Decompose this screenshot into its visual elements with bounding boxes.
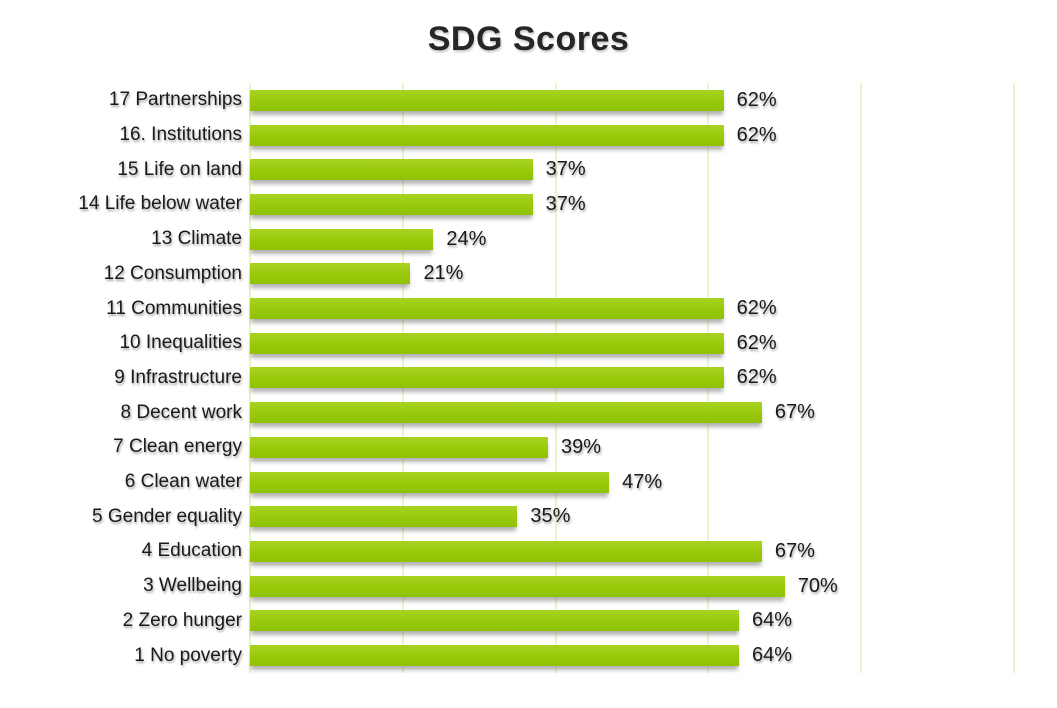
category-label: 5 Gender equality — [92, 505, 242, 527]
bar-area: 39% — [250, 430, 1014, 465]
value-label: 62% — [736, 366, 777, 389]
category-label: 9 Infrastructure — [114, 366, 242, 388]
bar — [250, 228, 434, 250]
bar-area: 37% — [250, 152, 1014, 187]
bar-row: 9 Infrastructure 62% — [0, 361, 1057, 396]
value-label: 37% — [545, 158, 586, 181]
category-label: 12 Consumption — [103, 262, 242, 284]
gridline — [1013, 83, 1015, 673]
bar-area: 35% — [250, 499, 1014, 534]
bar-area: 62% — [250, 83, 1014, 118]
bar-area: 62% — [250, 326, 1014, 361]
category-label: 4 Education — [141, 540, 242, 562]
bar-row: 16. Institutions 62% — [0, 118, 1057, 153]
value-label: 62% — [736, 331, 777, 354]
category-label: 7 Clean energy — [113, 436, 242, 458]
bar-area: 62% — [250, 118, 1014, 153]
bar — [250, 610, 739, 632]
plot-area: 17 Partnerships 62% 16. Institutions 62%… — [0, 83, 1057, 673]
bar-area: 37% — [250, 187, 1014, 222]
value-label: 62% — [736, 123, 777, 146]
category-label: 17 Partnerships — [108, 89, 242, 111]
value-label: 24% — [446, 227, 487, 250]
value-label: 67% — [774, 401, 815, 424]
bar — [250, 159, 533, 181]
bar-row: 12 Consumption 21% — [0, 257, 1057, 292]
category-label: 1 No poverty — [134, 644, 242, 666]
value-label: 47% — [622, 470, 663, 493]
value-label: 70% — [797, 574, 838, 597]
value-label: 21% — [423, 262, 464, 285]
bar-row: 11 Communities 62% — [0, 291, 1057, 326]
category-label: 10 Inequalities — [119, 332, 242, 354]
bar-row: 17 Partnerships 62% — [0, 83, 1057, 118]
bar-row: 6 Clean water 47% — [0, 465, 1057, 500]
bar-area: 24% — [250, 222, 1014, 257]
bar-rows: 17 Partnerships 62% 16. Institutions 62%… — [0, 83, 1057, 673]
bar-area: 70% — [250, 569, 1014, 604]
category-label: 14 Life below water — [78, 193, 242, 215]
category-label: 2 Zero hunger — [122, 609, 242, 631]
bar-area: 62% — [250, 291, 1014, 326]
value-label: 62% — [736, 297, 777, 320]
category-label: 15 Life on land — [117, 158, 242, 180]
bar — [250, 124, 724, 146]
category-label: 13 Climate — [151, 228, 242, 250]
bar-area: 21% — [250, 257, 1014, 292]
bar — [250, 263, 411, 285]
bar-row: 15 Life on land 37% — [0, 152, 1057, 187]
bar-row: 14 Life below water 37% — [0, 187, 1057, 222]
bar — [250, 506, 518, 528]
value-label: 67% — [774, 539, 815, 562]
category-label: 6 Clean water — [124, 471, 242, 493]
bar-area: 67% — [250, 395, 1014, 430]
bar-row: 8 Decent work 67% — [0, 395, 1057, 430]
category-label: 11 Communities — [106, 297, 242, 319]
bar-row: 5 Gender equality 35% — [0, 499, 1057, 534]
bar — [250, 193, 533, 215]
bar-area: 67% — [250, 534, 1014, 569]
bar-row: 1 No poverty 64% — [0, 638, 1057, 673]
value-label: 64% — [751, 609, 792, 632]
category-label: 3 Wellbeing — [143, 575, 242, 597]
bar-area: 64% — [250, 604, 1014, 639]
bar-area: 47% — [250, 465, 1014, 500]
bar — [250, 436, 548, 458]
bar — [250, 298, 724, 320]
bar-row: 2 Zero hunger 64% — [0, 604, 1057, 639]
value-label: 62% — [736, 88, 777, 111]
bar — [250, 332, 724, 354]
bar-row: 7 Clean energy 39% — [0, 430, 1057, 465]
bar-row: 4 Education 67% — [0, 534, 1057, 569]
bar-row: 10 Inequalities 62% — [0, 326, 1057, 361]
bar — [250, 402, 762, 424]
category-label: 16. Institutions — [119, 124, 242, 146]
bar — [250, 367, 724, 389]
bar-area: 64% — [250, 638, 1014, 673]
bar-area: 62% — [250, 361, 1014, 396]
value-label: 64% — [751, 644, 792, 667]
gridline — [860, 83, 863, 673]
bar — [250, 89, 724, 111]
value-label: 39% — [560, 435, 601, 458]
chart-title: SDG Scores — [427, 20, 630, 58]
bar — [250, 575, 785, 597]
category-label: 8 Decent work — [120, 401, 242, 423]
bar — [250, 645, 739, 667]
bar — [250, 471, 610, 493]
bar-row: 3 Wellbeing 70% — [0, 569, 1057, 604]
value-label: 37% — [545, 192, 586, 215]
value-label: 35% — [530, 505, 571, 528]
bar — [250, 540, 762, 562]
bar-row: 13 Climate 24% — [0, 222, 1057, 257]
